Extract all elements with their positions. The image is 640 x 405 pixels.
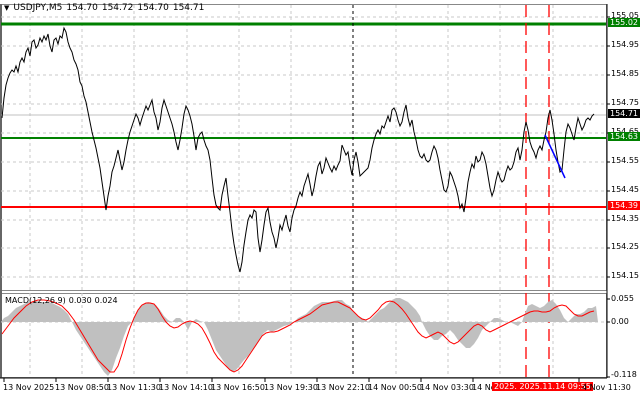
price-axis: 155.05 154.95 154.85 154.75 154.65 154.5… (608, 0, 640, 401)
time-tick: 13 Nov 22:10 (316, 383, 370, 392)
macd-signal-line (1, 299, 595, 373)
price-tick: 154.35 (611, 214, 639, 223)
price-tick: 154.25 (611, 242, 639, 251)
time-axis-ticks (3, 378, 580, 382)
quote-low: 154.70 (137, 3, 169, 13)
macd-name: MACD(12,26,9) (5, 296, 66, 305)
current-price-label: 154.71 (608, 109, 640, 118)
time-tick: 14 Nov 00:50 (368, 383, 422, 392)
macd-title: MACD(12,26,9) 0.030 0.024 (5, 296, 118, 305)
price-tick: 154.75 (611, 98, 639, 107)
quote-close: 154.71 (172, 3, 205, 13)
chart-title-bar: ▼ USDJPY,M5 154.70 154.72 154.70 154.71 (4, 3, 204, 13)
level-label-155-02: 155.02 (608, 18, 640, 27)
macd-signal-value: 0.024 (94, 296, 118, 305)
crosshair-time-label: 2025. 2025.11.14 09:55 (492, 382, 593, 391)
time-tick: 13 Nov 14:10 (159, 383, 213, 392)
time-tick: 14 Nov 03:30 (420, 383, 474, 392)
macd-tick: -0.118 (611, 370, 637, 379)
price-tick: 154.65 (611, 127, 639, 136)
level-label-154-39: 154.39 (608, 201, 640, 210)
macd-histogram (1, 298, 598, 376)
macd-tick: 0.055 (611, 294, 634, 303)
price-panel-frame (0, 4, 607, 291)
triangle-down-icon[interactable]: ▼ (4, 4, 10, 12)
quote-high: 154.72 (101, 3, 134, 13)
price-tick: 154.45 (611, 185, 639, 194)
time-tick: 13 Nov 19:30 (264, 383, 318, 392)
level-label-154-63: 154.63 (608, 132, 640, 141)
price-tick: 154.15 (611, 271, 639, 280)
trend-line-blue[interactable] (544, 134, 566, 179)
quote-open: 154.70 (66, 3, 98, 13)
macd-main-value: 0.030 (68, 296, 92, 305)
time-tick: 13 Nov 11:30 (107, 383, 161, 392)
time-axis: 13 Nov 2025 13 Nov 08:50 13 Nov 11:30 13… (0, 382, 640, 401)
price-line (1, 26, 595, 273)
time-tick: 4 Nov 11:30 (582, 383, 631, 392)
time-tick: 13 Nov 16:50 (211, 383, 265, 392)
time-tick: 13 Nov 2025 (3, 383, 55, 392)
price-tick: 155.05 (611, 11, 639, 20)
price-tick: 154.55 (611, 156, 639, 165)
symbol-label: USDJPY,M5 (13, 3, 63, 13)
price-tick: 154.85 (611, 69, 639, 78)
time-tick: 14 No (472, 383, 496, 392)
price-tick: 154.95 (611, 40, 639, 49)
macd-tick: 0.00 (611, 317, 629, 326)
time-tick: 13 Nov 08:50 (55, 383, 109, 392)
